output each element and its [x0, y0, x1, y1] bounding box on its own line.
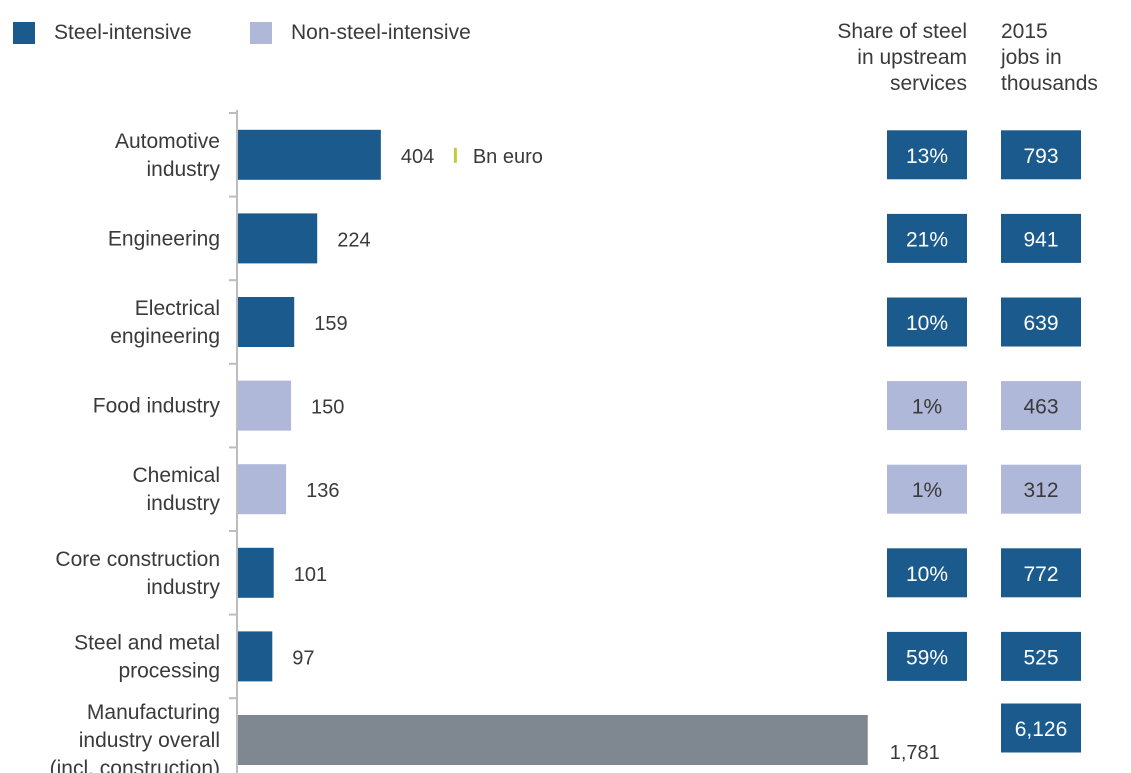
legend-swatch-steel-intensive: [13, 22, 35, 44]
bar-electrical-engineering: [238, 297, 295, 347]
value-label-engineering: 224: [337, 229, 370, 251]
share-value-core-construction-industry: 10%: [906, 563, 948, 586]
share-box-food-industry: [887, 381, 967, 431]
share-value-automotive-industry: 13%: [906, 145, 948, 168]
jobs-box-food-industry: [1001, 381, 1081, 431]
share-box-core-construction-industry: [887, 548, 967, 598]
legend-swatch-non-steel-intensive: [250, 22, 272, 44]
category-label-steel-and-metal-processing: Steel and metal processing: [74, 631, 220, 682]
value-label-chemical-industry: 136: [306, 480, 339, 502]
share-column-header: Share of steel in upstream services: [837, 20, 967, 95]
value-label-core-construction-industry: 101: [294, 564, 327, 586]
bar-steel-and-metal-processing: [238, 631, 273, 682]
jobs-box-manufacturing-industry-overall-incl-construction: [1001, 703, 1081, 753]
jobs-box-automotive-industry: [1001, 130, 1081, 180]
bar-chemical-industry: [238, 464, 287, 515]
jobs-value-steel-and-metal-processing: 525: [1023, 646, 1058, 669]
category-label-food-industry: Food industry: [93, 395, 221, 418]
share-value-engineering: 21%: [906, 228, 948, 251]
category-label-chemical-industry: Chemical industry: [132, 464, 220, 515]
value-label-steel-and-metal-processing: 97: [292, 647, 314, 669]
jobs-value-automotive-industry: 793: [1023, 145, 1058, 168]
jobs-value-electrical-engineering: 639: [1023, 312, 1058, 335]
jobs-box-steel-and-metal-processing: [1001, 631, 1081, 681]
share-box-electrical-engineering: [887, 297, 967, 347]
bar-automotive-industry: [238, 129, 381, 180]
legend-label-steel-intensive: Steel-intensive: [54, 21, 192, 44]
jobs-box-electrical-engineering: [1001, 297, 1081, 347]
bar-core-construction-industry: [238, 547, 274, 598]
jobs-column-header: 2015 jobs in thousands: [1001, 20, 1098, 95]
jobs-box-core-construction-industry: [1001, 548, 1081, 598]
jobs-box-engineering: [1001, 213, 1081, 263]
share-value-steel-and-metal-processing: 59%: [906, 646, 948, 669]
share-box-steel-and-metal-processing: [887, 631, 967, 681]
share-box-chemical-industry: [887, 464, 967, 514]
share-box-automotive-industry: [887, 130, 967, 180]
category-label-automotive-industry: Automotive industry: [115, 130, 221, 181]
unit-marker: [453, 147, 457, 163]
value-label-manufacturing-industry-overall-incl-construction: 1,781: [890, 742, 940, 764]
share-box-engineering: [887, 213, 967, 263]
share-value-electrical-engineering: 10%: [906, 312, 948, 335]
category-label-electrical-engineering: Electrical engineering: [110, 297, 220, 348]
bar-food-industry: [238, 380, 292, 431]
share-value-food-industry: 1%: [912, 396, 942, 419]
value-label-electrical-engineering: 159: [314, 313, 347, 335]
jobs-box-chemical-industry: [1001, 464, 1081, 514]
unit-label: Bn euro: [473, 146, 543, 168]
share-value-chemical-industry: 1%: [912, 479, 942, 502]
value-label-automotive-industry: 404: [401, 146, 434, 168]
jobs-value-core-construction-industry: 772: [1023, 563, 1058, 586]
value-label-food-industry: 150: [311, 397, 344, 419]
jobs-value-engineering: 941: [1023, 228, 1058, 251]
jobs-value-manufacturing-industry-overall-incl-construction: 6,126: [1015, 718, 1068, 741]
bar-engineering: [238, 213, 318, 264]
jobs-value-chemical-industry: 312: [1023, 479, 1058, 502]
category-label-engineering: Engineering: [108, 227, 220, 250]
jobs-value-food-industry: 463: [1023, 396, 1058, 419]
legend-label-non-steel-intensive: Non-steel-intensive: [291, 21, 471, 44]
bar-manufacturing-industry-overall-incl-construction: [238, 715, 868, 765]
category-label-manufacturing-industry-overall-incl-construction: Manufacturing industry overall (incl. cons…: [50, 701, 220, 773]
category-label-core-construction-industry: Core construction industry: [55, 548, 220, 599]
